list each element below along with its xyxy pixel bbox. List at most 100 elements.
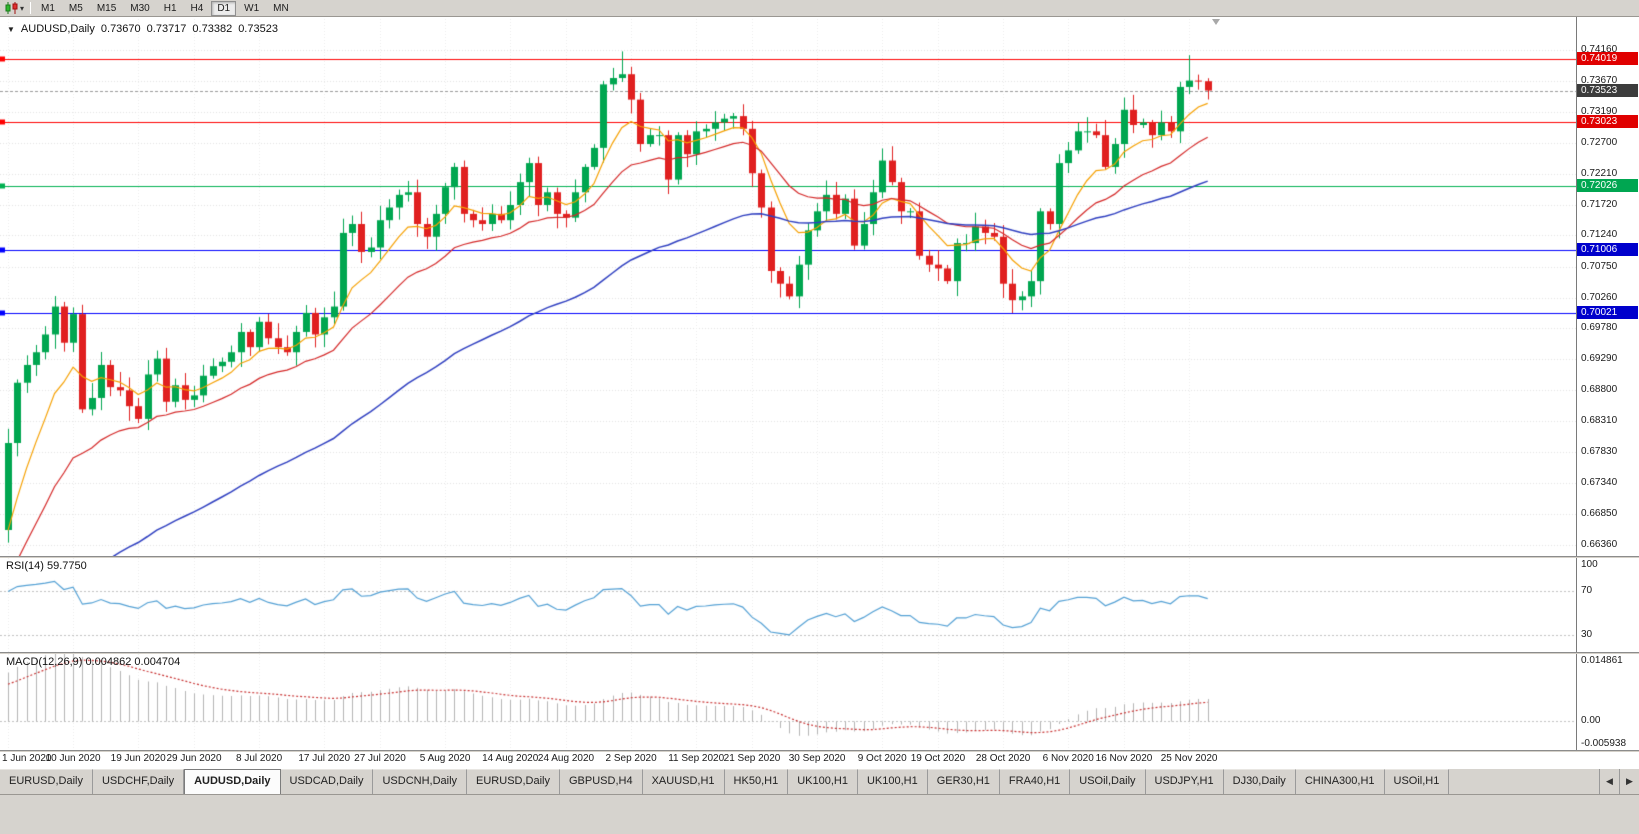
chart-tab-UK100,H1[interactable]: UK100,H1 xyxy=(857,769,928,794)
pane-separator-macd-dates xyxy=(0,750,1639,752)
time-axis-label: 2 Sep 2020 xyxy=(605,753,657,764)
tabs-scroll-right-button[interactable]: ▶ xyxy=(1619,769,1639,794)
time-axis-label: 10 Jun 2020 xyxy=(45,753,101,764)
chart-type-icon[interactable]: ▾ xyxy=(3,1,26,16)
time-axis-label: 5 Aug 2020 xyxy=(419,753,471,764)
chart-tab-USDJPY,H1[interactable]: USDJPY,H1 xyxy=(1145,769,1224,794)
chevron-down-icon: ▾ xyxy=(20,3,25,13)
time-axis-label: 14 Aug 2020 xyxy=(482,753,539,764)
timeframe-button-W1[interactable]: W1 xyxy=(238,1,265,16)
time-axis-label: 1 Jun 2020 xyxy=(2,753,52,764)
pane-separator-rsi-macd[interactable] xyxy=(0,652,1639,654)
timeframe-button-MN[interactable]: MN xyxy=(267,1,295,16)
chart-tab-EURUSD,Daily[interactable]: EURUSD,Daily xyxy=(467,769,560,794)
ohlc-low: 0.73382 xyxy=(192,23,233,35)
rsi-axis-label: 70 xyxy=(1581,585,1593,597)
time-axis-label: 27 Jul 2020 xyxy=(354,753,406,764)
time-axis-label: 17 Jul 2020 xyxy=(298,753,351,764)
price-axis-label: 0.74160 xyxy=(1581,44,1618,56)
timeframe-button-H4[interactable]: H4 xyxy=(185,1,210,16)
time-axis-label: 21 Sep 2020 xyxy=(723,753,781,764)
chart-tab-GBPUSD,H4[interactable]: GBPUSD,H4 xyxy=(560,769,643,794)
chart-tab-USDCAD,Daily[interactable]: USDCAD,Daily xyxy=(280,769,374,794)
current-price-badge: 0.73523 xyxy=(1577,83,1638,97)
time-axis-label: 25 Nov 2020 xyxy=(1160,753,1218,764)
time-axis-label: 24 Aug 2020 xyxy=(537,753,595,764)
resistance-line-price-badge: 0.74019 xyxy=(1577,52,1638,66)
chart-tab-FRA40,H1[interactable]: FRA40,H1 xyxy=(999,769,1071,794)
one-click-trading-icon[interactable]: ▼ xyxy=(7,24,15,34)
time-axis-label: 30 Sep 2020 xyxy=(788,753,846,764)
price-chart-canvas[interactable] xyxy=(0,17,1639,768)
time-axis-label: 6 Nov 2020 xyxy=(1042,753,1094,764)
chart-tab-CHINA300,H1[interactable]: CHINA300,H1 xyxy=(1295,769,1385,794)
resistance-line-price-badge: 0.73023 xyxy=(1577,115,1638,129)
macd-axis-label: 0.014861 xyxy=(1581,655,1623,666)
chart-tab-HK50,H1[interactable]: HK50,H1 xyxy=(724,769,789,794)
chart-tab-USDCNH,Daily[interactable]: USDCNH,Daily xyxy=(373,769,468,794)
support-line-price-badge: 0.71006 xyxy=(1577,243,1638,257)
time-axis-label: 19 Jun 2020 xyxy=(110,753,166,764)
tabs-scroll-left-button[interactable]: ◀ xyxy=(1599,769,1619,794)
price-axis-label: 0.69290 xyxy=(1581,353,1618,365)
symbol-period-label: AUDUSD,Daily xyxy=(20,23,95,35)
timeframe-button-M1[interactable]: M1 xyxy=(35,1,61,16)
rsi-indicator-label: RSI(14) 59.7750 xyxy=(6,560,87,572)
time-axis[interactable]: 1 Jun 2020 10 Jun 2020 19 Jun 2020 29 Jun 2… xyxy=(0,752,1576,768)
pivot-line-price-badge: 0.72026 xyxy=(1577,178,1638,192)
price-axis-label: 0.66360 xyxy=(1581,539,1618,551)
pane-separator-main-rsi[interactable] xyxy=(0,556,1639,558)
price-axis-label: 0.67830 xyxy=(1581,445,1618,457)
toolbar-separator xyxy=(30,2,32,14)
chart-tab-GER30,H1[interactable]: GER30,H1 xyxy=(927,769,1000,794)
price-axis-label: 0.73190 xyxy=(1581,105,1618,117)
time-axis-label: 29 Jun 2020 xyxy=(166,753,222,764)
price-axis-label: 0.68800 xyxy=(1581,384,1618,396)
price-axis-label: 0.70260 xyxy=(1581,291,1618,303)
candlestick-chart-icon xyxy=(5,2,18,14)
price-axis-label: 0.71720 xyxy=(1581,198,1618,210)
time-axis-label: 16 Nov 2020 xyxy=(1095,753,1153,764)
chart-tab-USDCHF,Daily[interactable]: USDCHF,Daily xyxy=(92,769,185,794)
rsi-axis-label: 100 xyxy=(1581,559,1598,570)
support-line-price-badge: 0.70021 xyxy=(1577,305,1638,319)
price-axis-label: 0.68310 xyxy=(1581,415,1618,427)
chart-tab-AUDUSD,Daily[interactable]: AUDUSD,Daily xyxy=(184,769,281,794)
timeframe-toolbar: ▾ M1 M5 M15 M30 H1 H4 D1 W1 MN xyxy=(0,0,1639,17)
price-axis-label: 0.72210 xyxy=(1581,167,1618,179)
chart-header: ▼ AUDUSD,Daily 0.73670 0.73717 0.73382 0… xyxy=(7,23,278,35)
price-axis-label: 0.71240 xyxy=(1581,229,1618,241)
time-axis-label: 9 Oct 2020 xyxy=(857,753,907,764)
chart-tab-UK100,H1[interactable]: UK100,H1 xyxy=(788,769,858,794)
price-axis[interactable]: 0.74160 0.73670 0.73190 0.72700 0.72210 0.717… xyxy=(1576,17,1639,750)
chart-tab-USOil,H1[interactable]: USOil,H1 xyxy=(1384,769,1450,794)
timeframe-button-M15[interactable]: M15 xyxy=(91,1,122,16)
price-axis-label: 0.73670 xyxy=(1581,75,1618,87)
macd-axis-label: 0.00 xyxy=(1581,715,1601,727)
ohlc-high: 0.73717 xyxy=(146,23,187,35)
price-axis-label: 0.67340 xyxy=(1581,477,1618,488)
chart-tab-DJ30,Daily[interactable]: DJ30,Daily xyxy=(1223,769,1296,794)
timeframe-button-D1[interactable]: D1 xyxy=(211,0,237,16)
macd-indicator-label: MACD(12,26,9) 0.004862 0.004704 xyxy=(6,656,181,668)
price-axis-label: 0.72700 xyxy=(1581,136,1618,148)
chart-tab-USOil,Daily[interactable]: USOil,Daily xyxy=(1070,769,1146,794)
price-axis-label: 0.66850 xyxy=(1581,508,1618,520)
chart-tab-XAUUSD,H1[interactable]: XAUUSD,H1 xyxy=(642,769,725,794)
status-bar xyxy=(0,794,1639,834)
chart-tab-EURUSD,Daily[interactable]: EURUSD,Daily xyxy=(0,769,93,794)
chart-shift-marker[interactable] xyxy=(1212,19,1220,25)
price-axis-label: 0.70750 xyxy=(1581,260,1618,272)
time-axis-label: 19 Oct 2020 xyxy=(910,753,966,764)
ohlc-close: 0.73523 xyxy=(238,23,278,35)
ohlc-open: 0.73670 xyxy=(100,23,141,35)
timeframe-button-M30[interactable]: M30 xyxy=(124,1,155,16)
timeframe-button-H1[interactable]: H1 xyxy=(158,1,183,16)
macd-axis-label: -0.005938 xyxy=(1581,738,1627,749)
timeframe-button-M5[interactable]: M5 xyxy=(63,1,89,16)
time-axis-label: 8 Jul 2020 xyxy=(236,753,283,764)
chart-window[interactable]: ▼ AUDUSD,Daily 0.73670 0.73717 0.73382 0… xyxy=(0,17,1639,768)
time-axis-label: 28 Oct 2020 xyxy=(975,753,1031,764)
rsi-axis-label: 30 xyxy=(1581,629,1593,641)
price-axis-label: 0.69780 xyxy=(1581,322,1618,334)
